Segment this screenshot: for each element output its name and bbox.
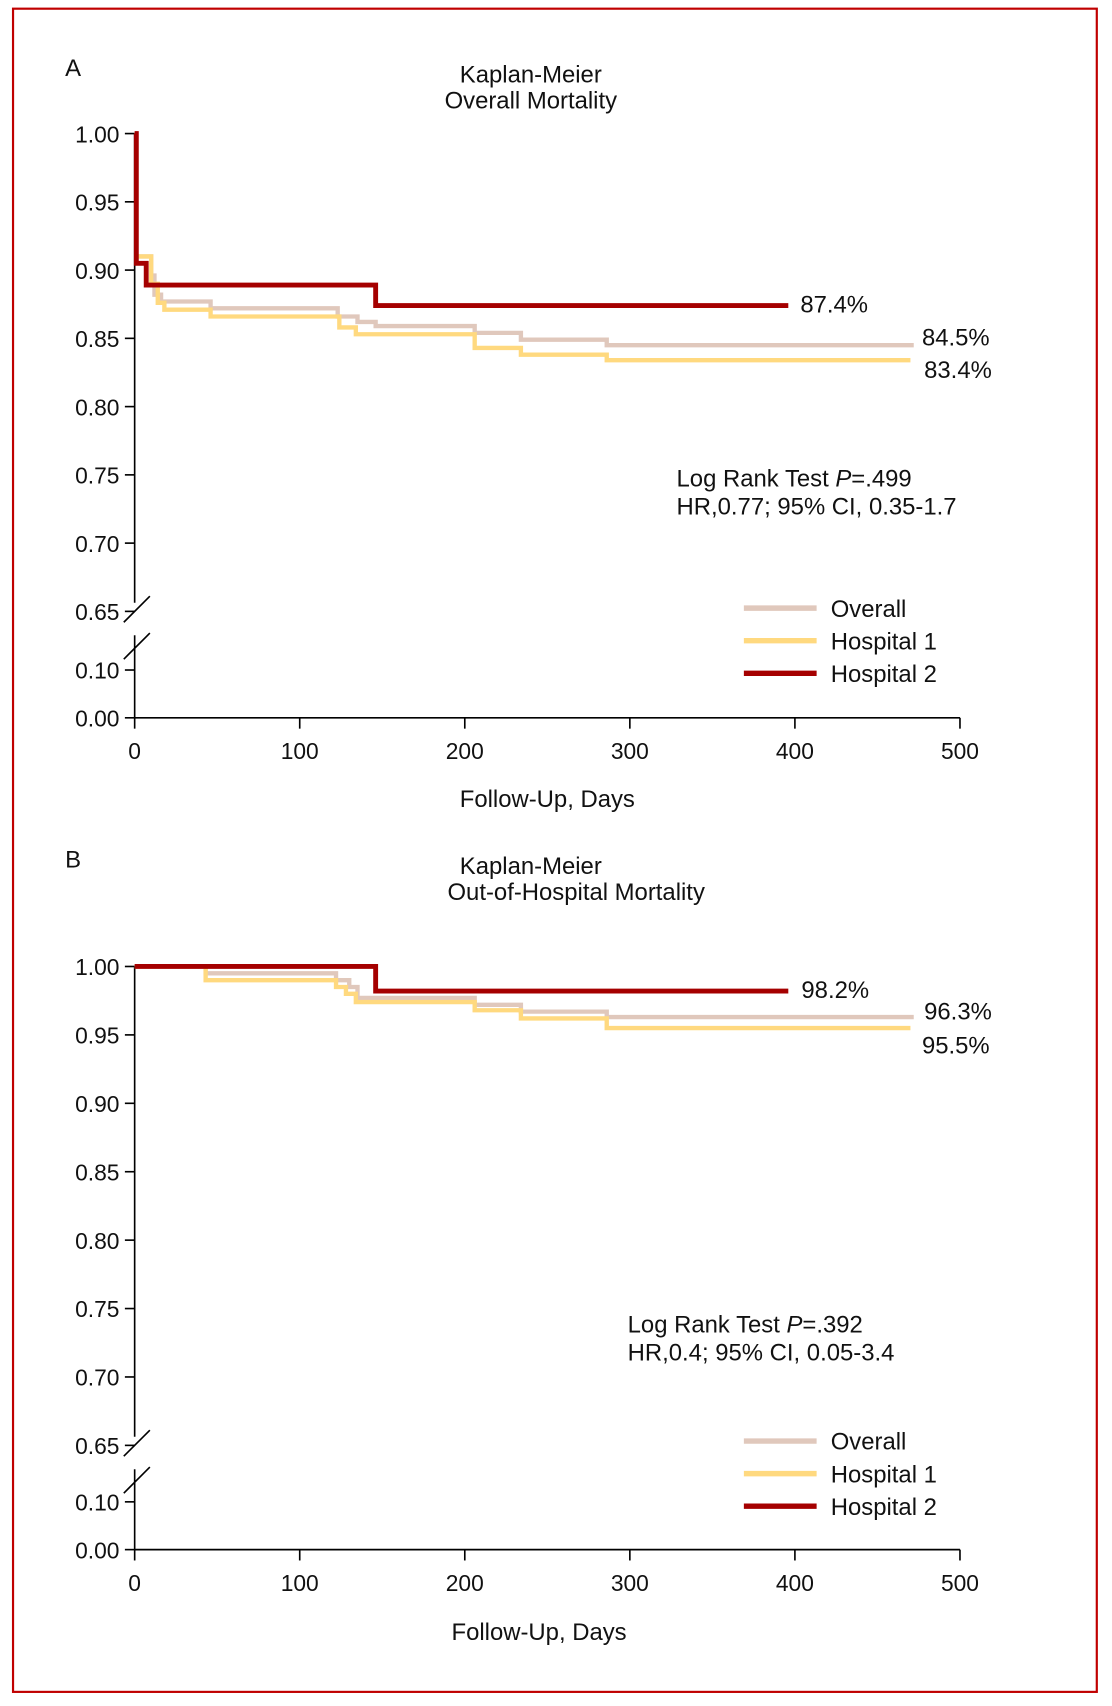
series-line-hospital1 — [134, 964, 911, 1031]
panel-label: B — [65, 847, 81, 874]
y-tick-label: 0.85 — [75, 326, 119, 352]
y-tick-label: 0.70 — [75, 1365, 119, 1391]
x-tick-label: 0 — [128, 1570, 141, 1596]
axis-break-mark — [123, 1429, 151, 1457]
end-label-hospital2: 87.4% — [800, 292, 868, 319]
y-tick-label: 0.10 — [75, 1490, 119, 1516]
series-line-hospital2 — [134, 964, 789, 994]
axis-break-mark — [123, 632, 151, 660]
x-tick-label: 400 — [776, 1570, 814, 1596]
x-tick-label: 400 — [776, 738, 814, 764]
x-tick-label: 200 — [446, 738, 484, 764]
end-label-overall: 84.5% — [922, 324, 990, 351]
x-tick-label: 100 — [281, 1570, 319, 1596]
y-tick-label: 0.75 — [75, 1296, 119, 1322]
y-tick-label: 0.65 — [75, 1433, 119, 1459]
p-symbol: P — [786, 1311, 802, 1338]
x-tick-label: 500 — [941, 1570, 979, 1596]
legend-label-hospital1: Hospital 1 — [831, 1461, 937, 1488]
p-value: =.392 — [802, 1311, 862, 1338]
y-tick-label: 0.80 — [75, 394, 119, 420]
p-value: =.499 — [851, 465, 911, 492]
legend-label-hospital2: Hospital 2 — [831, 1494, 937, 1521]
end-label-hospital2: 98.2% — [801, 977, 869, 1004]
p-symbol: P — [835, 465, 851, 492]
y-tick-label: 1.00 — [75, 954, 119, 980]
axis-break-mark — [123, 595, 151, 623]
y-tick-label: 0.95 — [75, 1023, 119, 1049]
hazard-ratio-annotation: HR,0.4; 95% CI, 0.05-3.4 — [628, 1340, 895, 1367]
legend-label-hospital2: Hospital 2 — [831, 661, 937, 688]
y-tick-label: 0.70 — [75, 531, 119, 557]
log-rank-annotation: Log Rank Test P=.392 — [628, 1311, 863, 1338]
chart-subtitle: Overall Mortality — [445, 88, 618, 115]
x-axis-label: Follow-Up, Days — [460, 786, 635, 813]
log-rank-annotation: Log Rank Test P=.499 — [677, 465, 912, 492]
y-tick-label: 0.00 — [75, 705, 119, 731]
y-tick-label: 0.10 — [75, 658, 119, 684]
series-line-hospital2 — [133, 131, 789, 309]
y-tick-label: 0.65 — [75, 599, 119, 625]
log-rank-prefix: Log Rank Test — [628, 1311, 787, 1338]
series-line-overall — [134, 131, 914, 348]
series-line-hospital1 — [134, 131, 911, 363]
x-tick-label: 200 — [446, 1570, 484, 1596]
end-label-hospital1: 83.4% — [924, 357, 992, 384]
panel-label: A — [65, 55, 81, 82]
chart-title: Kaplan-Meier — [460, 62, 602, 89]
hazard-ratio-annotation: HR,0.77; 95% CI, 0.35-1.7 — [677, 494, 957, 521]
x-tick-label: 500 — [941, 738, 979, 764]
y-tick-label: 0.80 — [75, 1228, 119, 1254]
end-label-hospital1: 95.5% — [922, 1032, 990, 1059]
y-tick-label: 1.00 — [75, 121, 119, 147]
x-tick-label: 0 — [128, 738, 141, 764]
y-tick-label: 0.90 — [75, 258, 119, 284]
figure-frame — [11, 7, 1098, 1693]
y-tick-label: 0.95 — [75, 190, 119, 216]
x-tick-label: 300 — [611, 1570, 649, 1596]
log-rank-prefix: Log Rank Test — [677, 465, 836, 492]
chart-title: Kaplan-Meier — [460, 853, 602, 880]
axis-break-mark — [123, 1466, 151, 1494]
x-tick-label: 100 — [281, 738, 319, 764]
x-tick-label: 300 — [611, 738, 649, 764]
y-tick-label: 0.75 — [75, 463, 119, 489]
end-label-overall: 96.3% — [924, 999, 992, 1026]
x-axis-label: Follow-Up, Days — [451, 1619, 626, 1646]
y-tick-label: 0.90 — [75, 1091, 119, 1117]
y-tick-label: 0.00 — [75, 1537, 119, 1563]
legend-label-hospital1: Hospital 1 — [831, 628, 937, 655]
chart-subtitle: Out-of-Hospital Mortality — [447, 879, 704, 906]
y-tick-label: 0.85 — [75, 1159, 119, 1185]
legend-label-overall: Overall — [831, 596, 907, 623]
legend-label-overall: Overall — [831, 1429, 907, 1456]
